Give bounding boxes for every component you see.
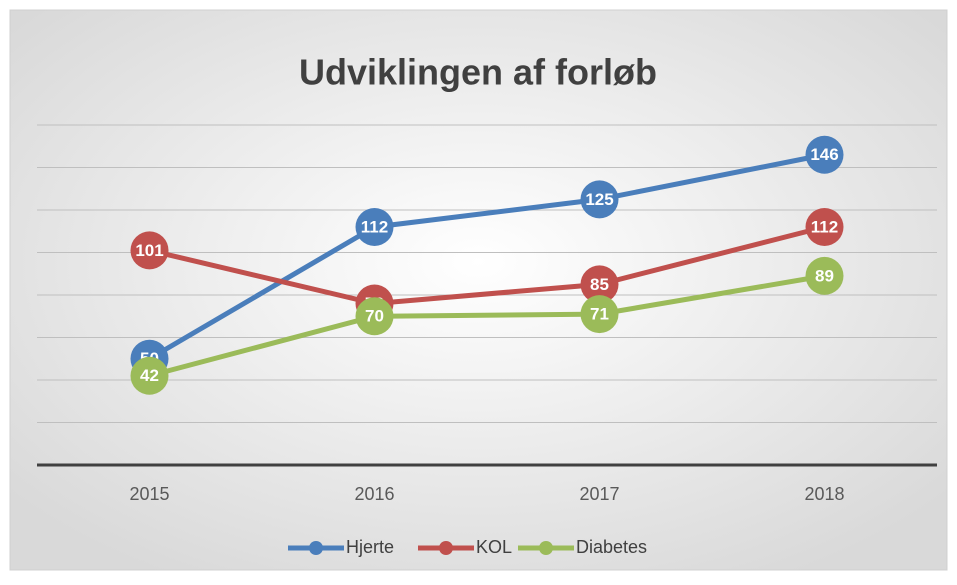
data-label: 146 [810,145,838,164]
x-tick-label: 2016 [354,484,394,504]
legend-label: Hjerte [346,537,394,557]
legend-marker [539,541,553,555]
data-point [805,208,844,246]
data-point [130,231,169,270]
chart-background [9,9,948,571]
legend-label: KOL [476,537,512,557]
data-point [580,180,619,219]
data-point [805,135,844,174]
data-point [355,208,394,246]
data-label: 85 [590,275,609,294]
series-line [148,152,825,361]
data-point [355,297,394,336]
legend-label: Diabetes [576,537,647,557]
data-label: 101 [135,241,163,260]
data-label: 112 [361,217,388,236]
data-point [580,295,619,334]
x-tick-label: 2017 [579,484,619,504]
data-label: 71 [590,305,609,324]
data-label: 125 [585,190,613,209]
series-line [148,224,826,307]
data-point [580,265,619,304]
data-label: 42 [140,366,159,385]
legend-marker [309,541,323,555]
data-point [130,356,169,395]
x-tick-label: 2018 [804,484,844,504]
series-line [148,273,825,379]
chart-title: Udviklingen af forløb [299,52,657,93]
data-label: 112 [811,217,838,236]
data-point [805,256,844,295]
data-label: 89 [815,266,834,285]
x-tick-label: 2015 [129,484,169,504]
legend-marker [439,541,453,555]
data-label: 70 [365,307,384,326]
